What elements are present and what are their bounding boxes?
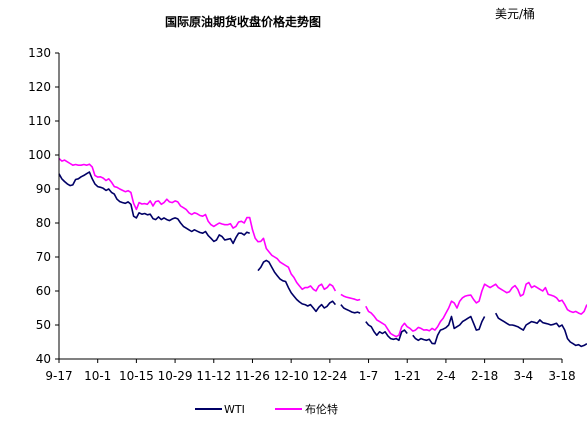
x-tick-label: 2-18 xyxy=(471,369,498,383)
x-tick-label: 10-1 xyxy=(84,369,111,383)
x-tick-label: 11-12 xyxy=(196,369,231,383)
y-tick-label: 100 xyxy=(28,148,51,162)
x-tick-label: 12-10 xyxy=(274,369,309,383)
series-lines xyxy=(58,157,587,348)
x-tick-label: 10-29 xyxy=(158,369,193,383)
y-tick-label: 110 xyxy=(28,114,51,128)
x-tick-label: 1-21 xyxy=(394,369,421,383)
x-tick-label: 2-4 xyxy=(436,369,456,383)
y-tick-label: 90 xyxy=(36,182,51,196)
legend-label-brent: 布伦特 xyxy=(305,402,338,416)
legend-label-wti: WTI xyxy=(224,403,245,416)
chart-title: 国际原油期货收盘价格走势图 xyxy=(165,14,321,29)
y-tick-label: 120 xyxy=(28,80,51,94)
y-tick-label: 40 xyxy=(36,352,51,366)
y-tick-label: 70 xyxy=(36,250,51,264)
y-axis-ticks: 40 50 60 70 80 90 100 110 120 130 xyxy=(28,46,59,366)
unit-label: 美元/桶 xyxy=(495,6,535,21)
y-tick-label: 50 xyxy=(36,318,51,332)
x-tick-label: 1-7 xyxy=(359,369,379,383)
legend: WTI 布伦特 xyxy=(195,402,338,416)
x-tick-label: 11-26 xyxy=(235,369,270,383)
x-tick-label: 3-4 xyxy=(514,369,534,383)
y-tick-label: 130 xyxy=(28,46,51,60)
y-tick-label: 60 xyxy=(36,284,51,298)
x-tick-label: 12-24 xyxy=(312,369,347,383)
y-tick-label: 80 xyxy=(36,216,51,230)
x-tick-label: 9-17 xyxy=(45,369,72,383)
series-line-wti xyxy=(58,171,587,348)
series-line-brent xyxy=(58,157,587,338)
x-tick-label: 3-18 xyxy=(548,369,575,383)
x-tick-label: 10-15 xyxy=(119,369,154,383)
x-axis-ticks: 9-17 10-1 10-15 10-29 11-12 11-26 12-10 12-24 1-… xyxy=(45,359,576,383)
